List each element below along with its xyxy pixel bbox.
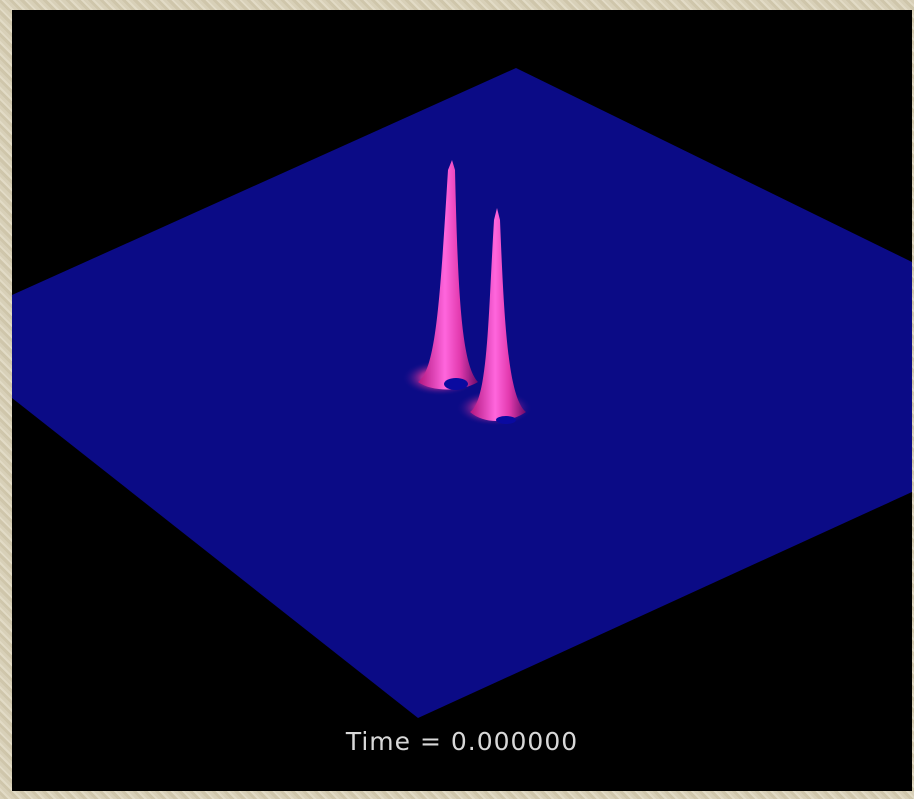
peak-shadow bbox=[444, 378, 468, 390]
render-view: Time = 0.000000 bbox=[0, 0, 914, 799]
peak-shadow bbox=[496, 416, 516, 424]
time-caption: Time = 0.000000 bbox=[345, 727, 578, 756]
